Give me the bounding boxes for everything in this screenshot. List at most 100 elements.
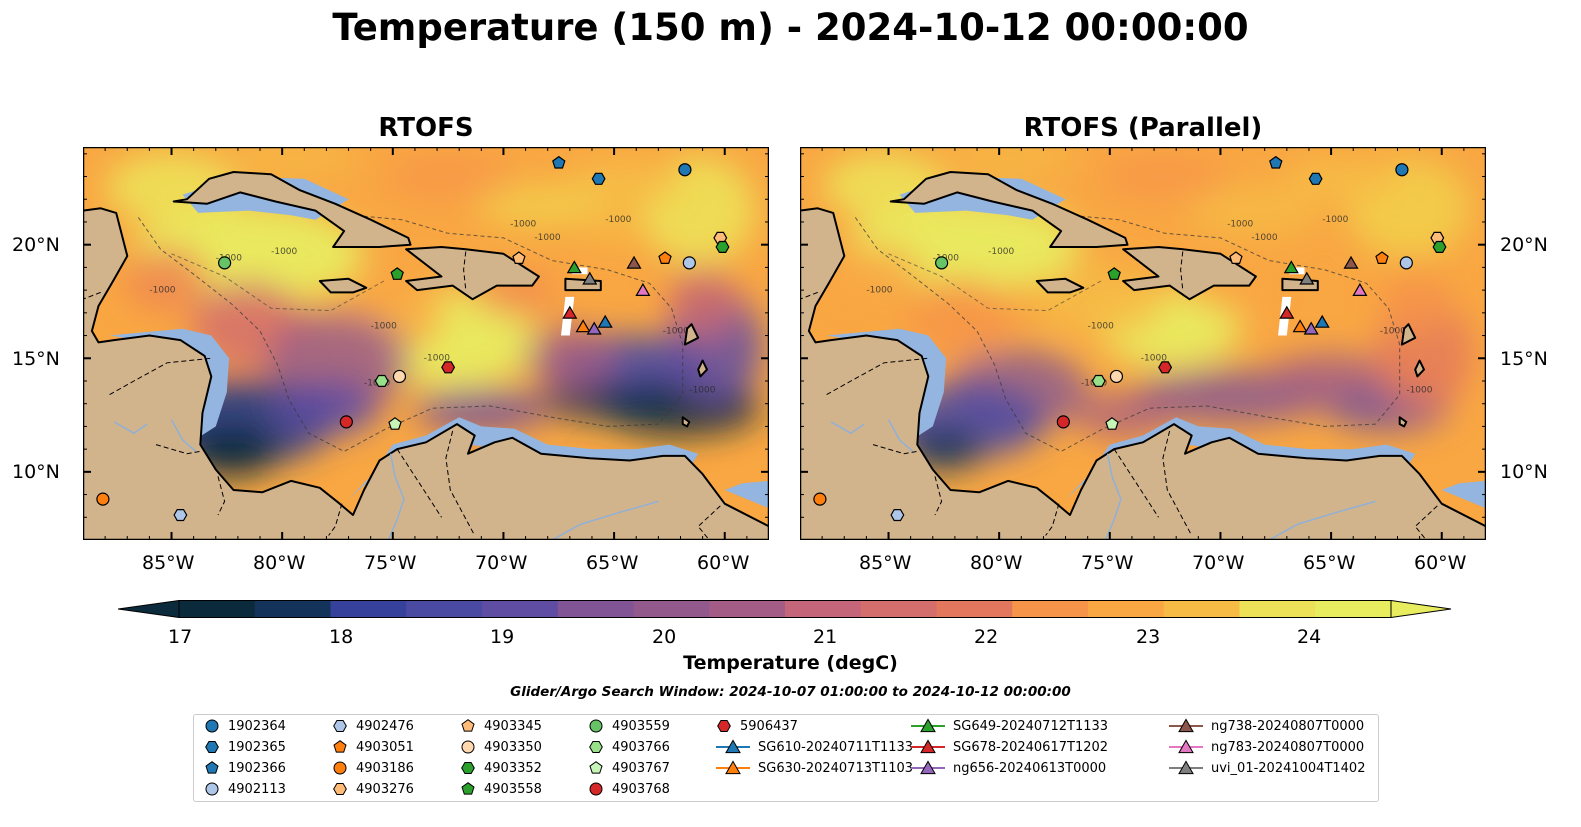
platform-marker-4902476[interactable]: [173, 509, 188, 522]
colorbar-segment: [936, 600, 1013, 618]
platform-marker-4903768[interactable]: [339, 415, 353, 429]
platform-marker-5906437[interactable]: [441, 361, 456, 374]
platform-marker-SG649-20240712T1133[interactable]: [566, 260, 582, 274]
legend-item-4902476[interactable]: 4902476: [332, 717, 414, 735]
legend-item-4903768[interactable]: 4903768: [588, 780, 670, 798]
platform-marker-4903186[interactable]: [96, 492, 110, 506]
platform-marker-4902113[interactable]: [1399, 256, 1413, 270]
platform-marker-ng783-20240807T0000[interactable]: [635, 282, 651, 296]
platform-marker-ng738-20240807T0000[interactable]: [1343, 255, 1359, 269]
legend-item-4902113[interactable]: 4902113: [204, 780, 286, 798]
platform-marker-4903768[interactable]: [1056, 415, 1070, 429]
legend-item-SG678-20240617T1202[interactable]: SG678-20240617T1202: [911, 738, 1108, 756]
legend-item-4903186[interactable]: 4903186: [332, 759, 414, 777]
legend-label: ng738-20240807T0000: [1211, 718, 1365, 734]
legend-label: ng783-20240807T0000: [1211, 739, 1365, 755]
contour-label: -1000: [1227, 220, 1253, 230]
legend-item-1902366[interactable]: 1902366: [204, 759, 286, 777]
legend-item-4903051[interactable]: 4903051: [332, 738, 414, 756]
legend-item-4903766[interactable]: 4903766: [588, 738, 670, 756]
platform-marker-SG649-20240712T1133[interactable]: [1283, 260, 1299, 274]
legend-item-5906437[interactable]: 5906437: [716, 717, 798, 735]
platform-marker-ng656-20240613T0000[interactable]: [1303, 321, 1319, 335]
platform-marker-SG630-20240713T1103[interactable]: [1292, 319, 1308, 333]
platform-marker-4903766[interactable]: [374, 374, 389, 387]
platform-marker-uvi_01-20241004T1402[interactable]: [582, 271, 598, 285]
temperature-blob: [414, 390, 548, 431]
platform-marker-4903767[interactable]: [388, 417, 402, 430]
legend-item-4903352[interactable]: 4903352: [460, 759, 542, 777]
legend-item-ng783-20240807T0000[interactable]: ng783-20240807T0000: [1169, 738, 1364, 756]
platform-marker-SG678-20240617T1202[interactable]: [1279, 305, 1295, 319]
platform-marker-4903558[interactable]: [390, 267, 404, 280]
platform-marker-4903276[interactable]: [713, 231, 728, 244]
platform-marker-4903051[interactable]: [1375, 251, 1389, 265]
legend-label: ng656-20240613T0000: [953, 760, 1107, 776]
platform-marker-SG678-20240617T1202[interactable]: [562, 305, 578, 319]
platform-marker-1902366[interactable]: [1269, 155, 1283, 169]
map-panel-parallel: -1000 -1000 -1000 -1000 -1000 -1000 -1000 -1000…: [800, 147, 1486, 540]
platform-marker-1902364[interactable]: [1395, 163, 1409, 177]
platform-marker-SG610-20240711T1133[interactable]: [1314, 314, 1330, 328]
legend-item-1902365[interactable]: 1902365: [204, 738, 286, 756]
platform-marker-4903345[interactable]: [512, 251, 526, 265]
platform-marker-4903350[interactable]: [1109, 369, 1124, 384]
legend-item-1902364[interactable]: 1902364: [204, 717, 286, 735]
legend-item-4903559[interactable]: 4903559: [588, 717, 670, 735]
platform-marker-5906437[interactable]: [1158, 361, 1173, 374]
colorbar-segment: [1088, 600, 1165, 618]
legend-label: 4903766: [612, 739, 670, 755]
legend-item-4903276[interactable]: 4903276: [332, 780, 414, 798]
platform-marker-4902476[interactable]: [890, 509, 905, 522]
colorbar-segment: [330, 600, 407, 618]
map-panel-rtofs: -1000 -1000 -1000 -1000 -1000 -1000 -1000 -1000…: [83, 147, 769, 540]
legend-item-SG649-20240712T1133[interactable]: SG649-20240712T1133: [911, 717, 1108, 735]
platform-marker-1902366[interactable]: [552, 155, 566, 169]
platform-marker-4903350[interactable]: [392, 369, 407, 384]
platform-marker-4903766[interactable]: [1091, 374, 1106, 387]
legend-item-ng656-20240613T0000[interactable]: ng656-20240613T0000: [911, 759, 1106, 777]
country-border: [445, 430, 476, 536]
colorbar-tick-21: 21: [813, 626, 838, 648]
platform-marker-4903345[interactable]: [1229, 251, 1243, 265]
isobath-contour: [171, 253, 385, 312]
isobath-contour: [854, 185, 1401, 452]
platform-marker-4903051[interactable]: [658, 251, 672, 265]
colorbar-extend-min: [118, 600, 180, 618]
legend-item-SG630-20240713T1103[interactable]: SG630-20240713T1103: [716, 759, 913, 777]
platform-marker-ng783-20240807T0000[interactable]: [1352, 282, 1368, 296]
platform-marker-4903276[interactable]: [1430, 231, 1445, 244]
lon-tick-80w: 80°W: [970, 552, 1023, 574]
platform-marker-ng738-20240807T0000[interactable]: [626, 255, 642, 269]
platform-marker-4903558[interactable]: [1107, 267, 1121, 280]
contour-label: -1000: [534, 233, 560, 243]
platform-marker-4902113[interactable]: [682, 256, 696, 270]
legend-item-ng738-20240807T0000[interactable]: ng738-20240807T0000: [1169, 717, 1364, 735]
contour-label: -1000: [689, 385, 715, 395]
platform-marker-1902364[interactable]: [678, 163, 692, 177]
platform-marker-SG610-20240711T1133[interactable]: [597, 314, 613, 328]
platform-marker-4903352[interactable]: [715, 240, 730, 254]
legend-item-4903767[interactable]: 4903767: [588, 759, 670, 777]
legend-item-SG610-20240711T1133[interactable]: SG610-20240711T1133: [716, 738, 913, 756]
country-border: [1113, 448, 1159, 518]
platform-marker-ng656-20240613T0000[interactable]: [586, 321, 602, 335]
platform-marker-uvi_01-20241004T1402[interactable]: [1299, 271, 1315, 285]
platform-marker-4903559[interactable]: [218, 256, 232, 270]
legend-item-4903345[interactable]: 4903345: [460, 717, 542, 735]
platform-marker-4903352[interactable]: [1432, 240, 1447, 254]
platform-marker-1902365[interactable]: [591, 172, 606, 185]
legend-label: 4903768: [612, 781, 670, 797]
platform-marker-4903186[interactable]: [813, 492, 827, 506]
platform-marker-4903559[interactable]: [935, 256, 949, 270]
pentagon-marker-icon: [589, 761, 603, 774]
platform-marker-1902365[interactable]: [1308, 172, 1323, 185]
legend-item-4903558[interactable]: 4903558: [460, 780, 542, 798]
legend-item-4903350[interactable]: 4903350: [460, 738, 542, 756]
platform-marker-SG630-20240713T1103[interactable]: [575, 319, 591, 333]
colorbar-segment: [557, 600, 635, 618]
legend-item-uvi_01-20241004T1402[interactable]: uvi_01-20241004T1402: [1169, 759, 1365, 777]
platform-marker-4903767[interactable]: [1105, 417, 1119, 430]
contour-label: -1000: [1251, 233, 1277, 243]
colorbar-frame: [178, 600, 1392, 618]
